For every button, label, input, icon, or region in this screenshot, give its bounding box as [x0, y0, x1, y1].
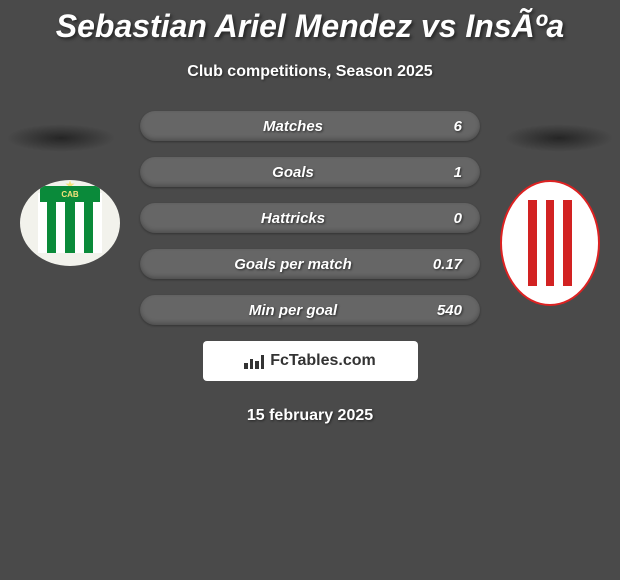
stat-row: Goals per match 0.17: [140, 249, 480, 279]
date-label: 15 february 2025: [0, 407, 620, 425]
page-title: Sebastian Ariel Mendez vs InsÃºa: [0, 0, 620, 45]
player-shadow-left: [6, 124, 116, 152]
stat-label: Hattricks: [261, 210, 325, 227]
stat-label: Matches: [263, 118, 323, 135]
stat-label: Goals: [272, 164, 314, 181]
chart-icon: [244, 353, 264, 369]
subtitle: Club competitions, Season 2025: [0, 63, 620, 81]
stat-label: Min per goal: [249, 302, 337, 319]
stat-value: 540: [428, 302, 462, 319]
club-badge-right: [500, 180, 600, 306]
stat-row: Min per goal 540: [140, 295, 480, 325]
stat-value: 6: [428, 118, 462, 135]
stat-row: Goals 1: [140, 157, 480, 187]
player-shadow-right: [504, 124, 614, 152]
club-badge-left-label: CAB: [40, 186, 100, 202]
stat-row: Hattricks 0: [140, 203, 480, 233]
stat-value: 1: [428, 164, 462, 181]
stat-row: Matches 6: [140, 111, 480, 141]
brand-box[interactable]: FcTables.com: [203, 341, 418, 381]
stat-label: Goals per match: [234, 256, 352, 273]
stat-value: 0.17: [428, 256, 462, 273]
brand-text: FcTables.com: [270, 352, 376, 370]
stats-table: Matches 6 Goals 1 Hattricks 0 Goals per …: [140, 111, 480, 325]
stat-value: 0: [428, 210, 462, 227]
club-badge-left: ★ CAB: [20, 180, 120, 266]
club-badge-right-stripes: [519, 200, 580, 285]
